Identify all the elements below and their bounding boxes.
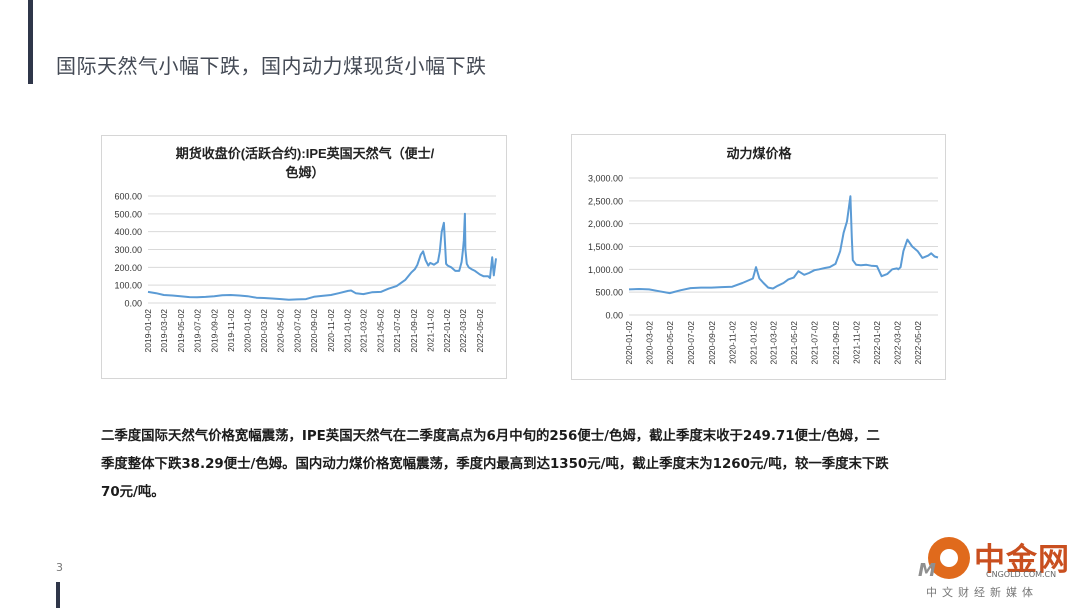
- coal-y-tick-label: 2,000.00: [588, 219, 623, 229]
- summary-line: 季度整体下跌38.29便士/色姆。国内动力煤价格宽幅震荡，季度内最高到达1350…: [101, 457, 889, 472]
- gas-y-tick-label: 600.00: [114, 192, 142, 202]
- gas-y-tick-label: 100.00: [114, 281, 142, 291]
- coal-x-tick-label: 2021-01-02: [748, 321, 758, 365]
- gas-x-tick-label: 2020-11-02: [326, 309, 336, 352]
- chart-title: 动力煤价格: [726, 146, 792, 161]
- coal-x-tick-label: 2020-11-02: [728, 321, 738, 364]
- gas-x-tick-label: 2020-07-02: [292, 309, 302, 353]
- logo-emblem-icon: [928, 537, 970, 579]
- coal-x-tick-label: 2021-05-02: [789, 321, 799, 365]
- coal-x-tick-label: 2020-05-02: [665, 321, 675, 365]
- gas-x-tick-label: 2021-11-02: [425, 309, 435, 352]
- summary-line: 二季度国际天然气价格宽幅震荡，IPE英国天然气在二季度高点为6月中旬的256便士…: [101, 429, 880, 444]
- coal-x-tick-label: 2022-01-02: [872, 321, 882, 365]
- gas-x-tick-label: 2021-05-02: [375, 309, 385, 353]
- coal-x-tick-label: 2022-03-02: [892, 321, 902, 365]
- coal-y-tick-label: 500.00: [595, 288, 623, 298]
- gas-x-tick-label: 2020-03-02: [259, 309, 269, 353]
- coal-x-tick-label: 2021-09-02: [831, 321, 841, 365]
- gas-x-tick-label: 2022-05-02: [475, 309, 485, 353]
- logo-name: 中金网: [974, 542, 1070, 578]
- gas-y-tick-label: 500.00: [114, 209, 142, 219]
- coal-y-tick-label: 2,500.00: [588, 196, 623, 206]
- gas-x-tick-label: 2020-09-02: [309, 309, 319, 353]
- coal-y-tick-label: 0.00: [605, 311, 623, 321]
- coal-x-tick-label: 2021-07-02: [810, 321, 820, 365]
- gas-y-tick-label: 300.00: [114, 245, 142, 255]
- summary-line: 70元/吨。: [101, 485, 165, 500]
- chart-title-line2: 色姆）: [285, 165, 324, 180]
- gas-y-tick-label: 400.00: [114, 227, 142, 237]
- footer-accent-bar: [56, 582, 60, 608]
- coal-x-tick-label: 2020-01-02: [624, 321, 634, 365]
- gas-series-line: [147, 212, 497, 301]
- logo-mark: M: [918, 560, 936, 581]
- gas-x-tick-label: 2021-09-02: [409, 309, 419, 353]
- gas-y-tick-label: 200.00: [114, 263, 142, 273]
- coal-y-tick-label: 3,000.00: [588, 174, 623, 184]
- coal-x-tick-label: 2021-03-02: [768, 321, 778, 365]
- gas-x-tick-label: 2020-01-02: [243, 309, 253, 353]
- coal-price-chart-svg: 动力煤价格 0.00 500.00 1,000.00 1,500.00 2,000.00…: [588, 146, 939, 365]
- coal-x-tick-label: 2020-07-02: [686, 321, 696, 365]
- gas-x-tick-label: 2019-05-02: [176, 309, 186, 353]
- coal-series-line: [628, 195, 939, 295]
- gas-x-tick-label: 2021-03-02: [359, 309, 369, 353]
- gas-price-chart-svg: 期货收盘价(活跃合约):IPE英国天然气（便士/ 色姆） 0.00 100.00 2…: [114, 146, 497, 353]
- cngold-logo: M 中金网 CNGOLD.COM.CN 中文财经新媒体: [918, 534, 1074, 604]
- gas-x-tick-label: 2019-07-02: [192, 309, 202, 353]
- coal-y-tick-label: 1,000.00: [588, 265, 623, 275]
- summary-text: 二季度国际天然气价格宽幅震荡，IPE英国天然气在二季度高点为6月中旬的256便士…: [101, 423, 1006, 507]
- gas-x-tick-label: 2020-05-02: [276, 309, 286, 353]
- gas-x-tick-label: 2021-07-02: [392, 309, 402, 353]
- coal-x-tick-label: 2022-05-02: [913, 321, 923, 365]
- chart-title-line1: 期货收盘价(活跃合约):IPE英国天然气（便士/: [176, 146, 435, 161]
- gas-x-tick-label: 2019-03-02: [159, 309, 169, 353]
- coal-x-tick-label: 2020-03-02: [644, 321, 654, 365]
- gas-x-tick-label: 2019-11-02: [226, 309, 236, 352]
- page-number: 3: [56, 561, 63, 574]
- gas-x-tick-label: 2019-01-02: [143, 309, 153, 353]
- gas-x-tick-label: 2021-01-02: [343, 309, 353, 353]
- gas-x-tick-label: 2022-01-02: [442, 309, 452, 353]
- title-accent-bar: [28, 0, 33, 84]
- coal-price-chart: 动力煤价格 0.00 500.00 1,000.00 1,500.00 2,000.00…: [571, 134, 946, 380]
- coal-y-tick-label: 1,500.00: [588, 242, 623, 252]
- gas-y-tick-label: 0.00: [124, 299, 142, 309]
- gas-x-tick-label: 2019-09-02: [209, 309, 219, 353]
- gas-x-tick-label: 2022-03-02: [458, 309, 468, 353]
- logo-tagline: 中文财经新媒体: [926, 586, 1038, 599]
- gas-price-chart: 期货收盘价(活跃合约):IPE英国天然气（便士/ 色姆） 0.00 100.00 2…: [101, 135, 507, 379]
- coal-x-tick-label: 2021-11-02: [852, 321, 862, 364]
- page-title: 国际天然气小幅下跌，国内动力煤现货小幅下跌: [56, 54, 487, 78]
- coal-x-tick-label: 2020-09-02: [707, 321, 717, 365]
- logo-domain: CNGOLD.COM.CN: [986, 570, 1057, 579]
